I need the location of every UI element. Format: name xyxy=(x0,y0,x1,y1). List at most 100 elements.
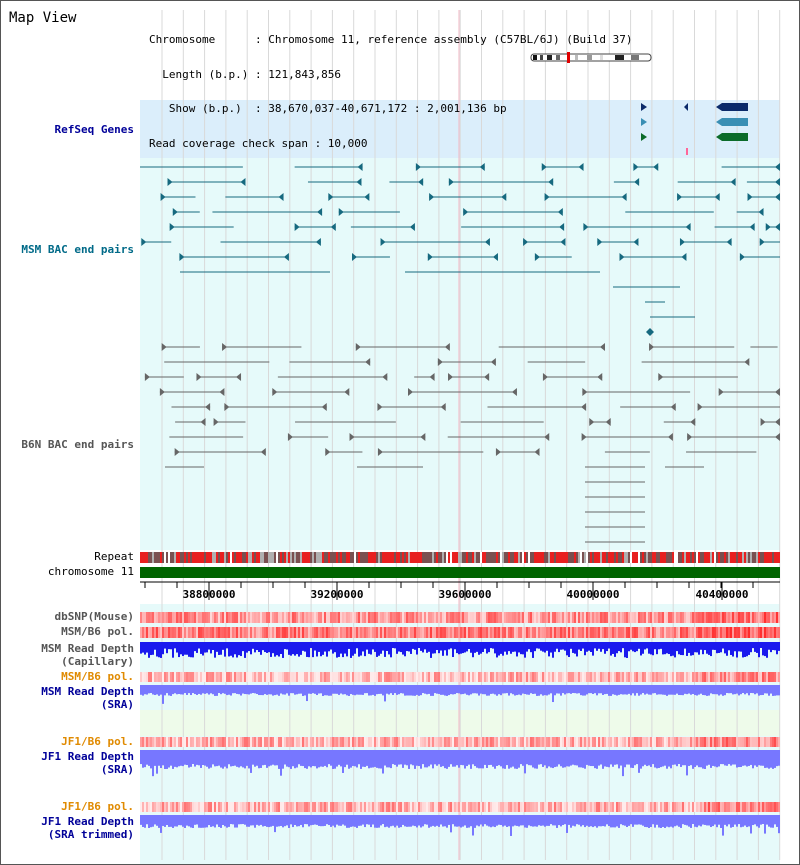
polymorphism-cell xyxy=(470,802,472,812)
polymorphism-cell xyxy=(592,672,594,682)
read-depth-bar xyxy=(146,815,148,825)
read-depth-bar xyxy=(418,750,420,767)
b6n-bac-pair-marker xyxy=(200,418,206,426)
polymorphism-cell xyxy=(328,627,330,638)
polymorphism-cell xyxy=(436,627,438,638)
read-depth-bar xyxy=(440,685,442,695)
polymorphism-cell xyxy=(690,737,692,747)
polymorphism-cell xyxy=(770,672,772,682)
polymorphism-cell xyxy=(200,672,202,682)
read-depth-bar xyxy=(274,750,276,766)
polymorphism-cell xyxy=(282,612,284,623)
read-depth-bar xyxy=(404,815,406,827)
read-depth-bar xyxy=(324,815,326,826)
read-depth-bar xyxy=(344,685,346,695)
read-depth-bar xyxy=(240,750,242,767)
polymorphism-cell xyxy=(348,612,350,623)
read-depth-bar xyxy=(328,642,330,652)
read-depth-bar xyxy=(678,815,680,827)
msm-bac-pair-marker xyxy=(330,223,336,231)
track-label-msm-depth-capillary[interactable]: MSM Read Depth xyxy=(41,642,134,655)
repeat-segment xyxy=(282,552,284,563)
b6n-bac-pair-marker xyxy=(667,433,673,441)
read-depth-bar xyxy=(544,815,546,827)
track-label-msm-bac[interactable]: MSM BAC end pairs xyxy=(21,243,134,256)
read-depth-bar xyxy=(172,642,174,658)
track-label-b6n-bac[interactable]: B6N BAC end pairs xyxy=(21,438,134,451)
polymorphism-cell xyxy=(576,672,578,682)
polymorphism-cell xyxy=(700,612,702,623)
polymorphism-cell xyxy=(724,802,726,812)
read-depth-bar xyxy=(474,815,476,828)
track-label-jf1-b6-pol-trimmed[interactable]: JF1/B6 pol. xyxy=(61,800,134,813)
polymorphism-cell xyxy=(666,627,668,638)
read-depth-bar xyxy=(544,750,546,766)
track-label-refseq[interactable]: RefSeq Genes xyxy=(54,123,134,136)
read-depth-bar xyxy=(684,815,686,825)
polymorphism-cell xyxy=(772,672,774,682)
track-label-jf1-b6-pol[interactable]: JF1/B6 pol. xyxy=(61,735,134,748)
repeat-segment xyxy=(478,552,480,563)
repeat-segment xyxy=(480,552,482,563)
read-depth-bar xyxy=(300,642,302,655)
polymorphism-cell xyxy=(760,672,762,682)
polymorphism-cell xyxy=(774,672,776,682)
read-depth-bar xyxy=(384,815,386,828)
polymorphism-cell xyxy=(702,802,704,812)
read-depth-bar xyxy=(168,815,170,827)
polymorphism-cell xyxy=(204,672,206,682)
read-depth-bar xyxy=(700,815,702,827)
repeat-segment xyxy=(240,552,242,563)
polymorphism-cell xyxy=(434,672,436,682)
polymorphism-cell xyxy=(620,672,622,682)
polymorphism-cell xyxy=(670,672,672,682)
polymorphism-cell xyxy=(164,627,166,638)
track-label-jf1-depth-trimmed[interactable]: JF1 Read Depth xyxy=(41,815,134,828)
polymorphism-cell xyxy=(494,612,496,623)
read-depth-bar xyxy=(354,750,356,767)
read-depth-bar xyxy=(588,685,590,694)
polymorphism-cell xyxy=(210,737,212,747)
polymorphism-cell xyxy=(270,737,272,747)
polymorphism-cell xyxy=(232,627,234,638)
read-depth-bar xyxy=(516,815,518,826)
polymorphism-cell xyxy=(728,627,730,638)
read-depth-bar xyxy=(650,642,652,655)
track-label-jf1-depth-sra[interactable]: JF1 Read Depth xyxy=(41,750,134,763)
read-depth-bar xyxy=(618,642,620,652)
polymorphism-cell xyxy=(386,672,388,682)
read-depth-bar xyxy=(694,685,696,696)
polymorphism-cell xyxy=(744,627,746,638)
polymorphism-cell xyxy=(678,672,680,682)
polymorphism-cell xyxy=(608,737,610,747)
read-depth-bar xyxy=(254,750,256,767)
read-depth-bar xyxy=(578,815,580,825)
repeat-segment xyxy=(622,552,624,563)
read-depth-bar xyxy=(700,642,702,650)
b6n-bac-pair-marker xyxy=(437,358,443,366)
read-depth-bar xyxy=(540,750,542,765)
read-depth-bar xyxy=(716,750,718,768)
polymorphism-cell xyxy=(464,627,466,638)
repeat-segment xyxy=(140,552,142,563)
read-depth-bar xyxy=(414,642,416,650)
read-depth-bar xyxy=(422,750,424,765)
polymorphism-cell xyxy=(368,612,370,623)
polymorphism-cell xyxy=(620,802,622,812)
read-depth-bar xyxy=(392,642,394,649)
read-depth-bar xyxy=(368,815,370,825)
track-label-dbsnp[interactable]: dbSNP(Mouse) xyxy=(54,610,134,623)
track-label-msm-depth-sra[interactable]: MSM Read Depth xyxy=(41,685,134,698)
polymorphism-cell xyxy=(170,802,172,812)
polymorphism-cell xyxy=(644,627,646,638)
track-label-msm-b6-pol-sra[interactable]: MSM/B6 pol. xyxy=(61,670,134,683)
read-depth-bar xyxy=(174,642,176,649)
polymorphism-cell xyxy=(216,672,218,682)
polymorphism-cell xyxy=(416,627,418,638)
polymorphism-cell xyxy=(350,672,352,682)
read-depth-bar xyxy=(158,815,160,828)
track-label-msm-b6-pol[interactable]: MSM/B6 pol. xyxy=(61,625,134,638)
polymorphism-cell xyxy=(178,612,180,623)
polymorphism-cell xyxy=(450,802,452,812)
